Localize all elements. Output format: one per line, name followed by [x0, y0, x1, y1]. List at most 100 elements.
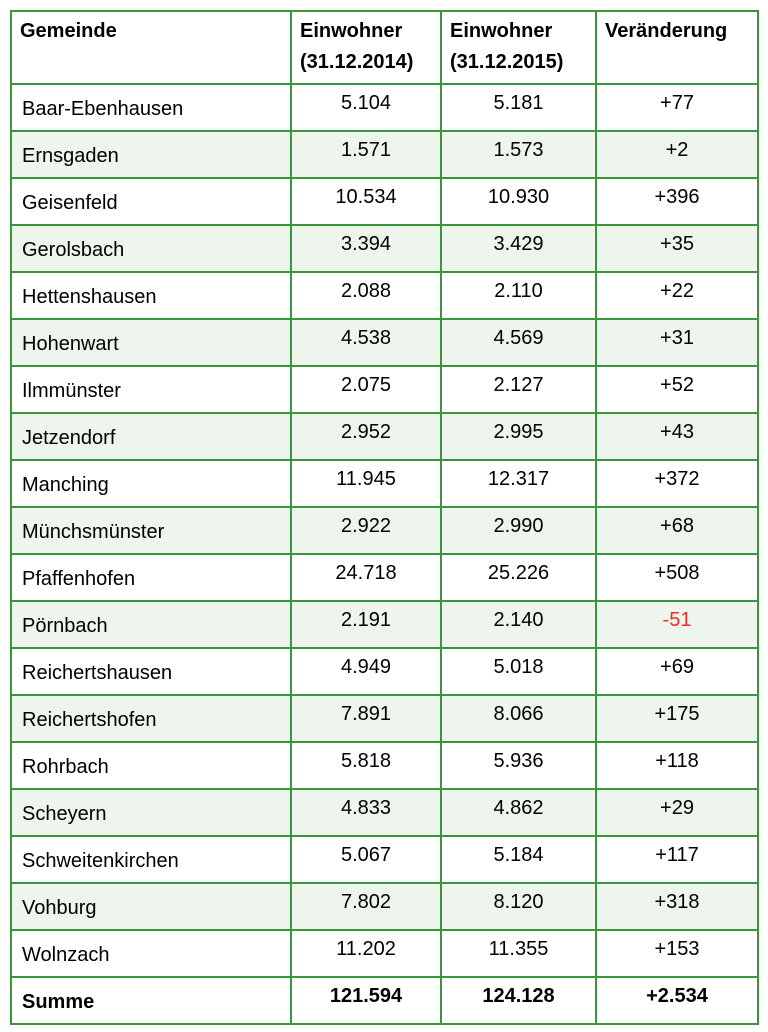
einwohner-2015-cell: 1.573 [440, 130, 597, 179]
einwohner-2015-cell: 5.936 [440, 741, 597, 790]
einwohner-2014-cell: 10.534 [290, 177, 442, 226]
veraenderung-cell: +118 [595, 741, 759, 790]
gemeinde-cell: Hettenshausen [10, 271, 292, 320]
column-header-label: (31.12.2015) [450, 51, 564, 73]
einwohner-2014-cell: 4.833 [290, 788, 442, 837]
column-header-label: Einwohner [450, 20, 553, 42]
table-row: Münchsmünster 2.922 2.990 +68 [10, 506, 759, 555]
column-header-label: (31.12.2014) [300, 51, 414, 73]
table-row: Vohburg 7.802 8.120 +318 [10, 882, 759, 931]
einwohner-2015-cell: 2.140 [440, 600, 597, 649]
table-row: Reichertshausen 4.949 5.018 +69 [10, 647, 759, 696]
column-header-gemeinde: Gemeinde [10, 10, 292, 85]
column-header-einwohner-2014: Einwohner (31.12.2014) [290, 10, 442, 85]
einwohner-2014-cell: 2.952 [290, 412, 442, 461]
veraenderung-cell: +318 [595, 882, 759, 931]
population-table: Gemeinde Einwohner (31.12.2014) Einwohne… [10, 10, 759, 1025]
einwohner-2014-cell: 2.922 [290, 506, 442, 555]
table-row: Pörnbach 2.191 2.140 -51 [10, 600, 759, 649]
einwohner-2014-cell: 4.949 [290, 647, 442, 696]
veraenderung-cell: +396 [595, 177, 759, 226]
column-header-label: Veränderung [605, 20, 728, 42]
einwohner-2015-cell: 4.569 [440, 318, 597, 367]
column-header-veraenderung: Veränderung [595, 10, 759, 85]
veraenderung-cell: +77 [595, 83, 759, 132]
gemeinde-cell: Gerolsbach [10, 224, 292, 273]
einwohner-2014-cell: 7.802 [290, 882, 442, 931]
table-row: Rohrbach 5.818 5.936 +118 [10, 741, 759, 790]
veraenderung-cell: -51 [595, 600, 759, 649]
summe-einwohner-2014: 121.594 [290, 976, 442, 1025]
table-row: Pfaffenhofen 24.718 25.226 +508 [10, 553, 759, 602]
einwohner-2015-cell: 2.990 [440, 506, 597, 555]
einwohner-2015-cell: 8.066 [440, 694, 597, 743]
table-row: Scheyern 4.833 4.862 +29 [10, 788, 759, 837]
table-row: Ilmmünster 2.075 2.127 +52 [10, 365, 759, 414]
table-row: Manching 11.945 12.317 +372 [10, 459, 759, 508]
table-row: Wolnzach 11.202 11.355 +153 [10, 929, 759, 978]
gemeinde-cell: Scheyern [10, 788, 292, 837]
gemeinde-cell: Ernsgaden [10, 130, 292, 179]
summe-row: Summe 121.594 124.128 +2.534 [10, 976, 759, 1025]
gemeinde-cell: Geisenfeld [10, 177, 292, 226]
gemeinde-cell: Jetzendorf [10, 412, 292, 461]
veraenderung-cell: +175 [595, 694, 759, 743]
einwohner-2014-cell: 11.202 [290, 929, 442, 978]
einwohner-2015-cell: 5.184 [440, 835, 597, 884]
einwohner-2015-cell: 2.110 [440, 271, 597, 320]
einwohner-2014-cell: 5.067 [290, 835, 442, 884]
gemeinde-cell: Reichertshausen [10, 647, 292, 696]
einwohner-2014-cell: 24.718 [290, 553, 442, 602]
veraenderung-cell: +22 [595, 271, 759, 320]
einwohner-2015-cell: 10.930 [440, 177, 597, 226]
einwohner-2014-cell: 1.571 [290, 130, 442, 179]
veraenderung-cell: +69 [595, 647, 759, 696]
population-table-container: Gemeinde Einwohner (31.12.2014) Einwohne… [10, 10, 759, 1025]
gemeinde-cell: Baar-Ebenhausen [10, 83, 292, 132]
summe-veraenderung: +2.534 [595, 976, 759, 1025]
table-row: Gerolsbach 3.394 3.429 +35 [10, 224, 759, 273]
veraenderung-cell: +2 [595, 130, 759, 179]
gemeinde-cell: Rohrbach [10, 741, 292, 790]
einwohner-2015-cell: 2.995 [440, 412, 597, 461]
column-header-label: Einwohner [300, 20, 403, 42]
veraenderung-cell: +68 [595, 506, 759, 555]
einwohner-2015-cell: 11.355 [440, 929, 597, 978]
veraenderung-cell: +29 [595, 788, 759, 837]
summe-label: Summe [10, 976, 292, 1025]
veraenderung-cell: +117 [595, 835, 759, 884]
einwohner-2014-cell: 2.088 [290, 271, 442, 320]
einwohner-2014-cell: 4.538 [290, 318, 442, 367]
einwohner-2014-cell: 3.394 [290, 224, 442, 273]
table-row: Ernsgaden 1.571 1.573 +2 [10, 130, 759, 179]
column-header-label: Gemeinde [20, 20, 117, 42]
einwohner-2015-cell: 12.317 [440, 459, 597, 508]
einwohner-2015-cell: 25.226 [440, 553, 597, 602]
veraenderung-cell: +43 [595, 412, 759, 461]
veraenderung-cell: +35 [595, 224, 759, 273]
table-body: Baar-Ebenhausen 5.104 5.181 +77 Ernsgade… [10, 83, 759, 978]
gemeinde-cell: Münchsmünster [10, 506, 292, 555]
einwohner-2015-cell: 8.120 [440, 882, 597, 931]
veraenderung-cell: +508 [595, 553, 759, 602]
table-row: Schweitenkirchen 5.067 5.184 +117 [10, 835, 759, 884]
gemeinde-cell: Reichertshofen [10, 694, 292, 743]
summe-einwohner-2015: 124.128 [440, 976, 597, 1025]
veraenderung-cell: +153 [595, 929, 759, 978]
einwohner-2014-cell: 7.891 [290, 694, 442, 743]
gemeinde-cell: Ilmmünster [10, 365, 292, 414]
table-row: Reichertshofen 7.891 8.066 +175 [10, 694, 759, 743]
veraenderung-cell: +31 [595, 318, 759, 367]
einwohner-2014-cell: 11.945 [290, 459, 442, 508]
einwohner-2014-cell: 2.191 [290, 600, 442, 649]
gemeinde-cell: Pörnbach [10, 600, 292, 649]
table-row: Jetzendorf 2.952 2.995 +43 [10, 412, 759, 461]
veraenderung-cell: +52 [595, 365, 759, 414]
column-header-einwohner-2015: Einwohner (31.12.2015) [440, 10, 597, 85]
table-header-row: Gemeinde Einwohner (31.12.2014) Einwohne… [10, 10, 759, 85]
gemeinde-cell: Pfaffenhofen [10, 553, 292, 602]
einwohner-2014-cell: 5.818 [290, 741, 442, 790]
gemeinde-cell: Wolnzach [10, 929, 292, 978]
table-row: Geisenfeld 10.534 10.930 +396 [10, 177, 759, 226]
einwohner-2014-cell: 2.075 [290, 365, 442, 414]
